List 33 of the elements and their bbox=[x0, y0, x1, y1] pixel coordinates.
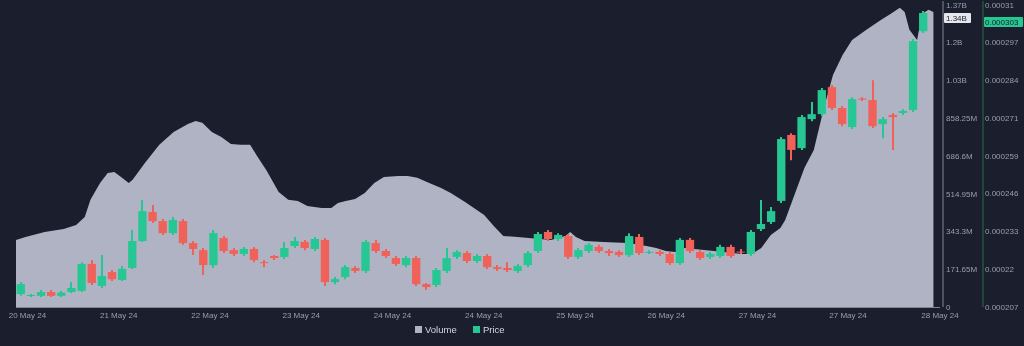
y2-tick-label: 686.6M bbox=[946, 151, 974, 161]
legend-label: Volume bbox=[425, 324, 457, 335]
y-tick-label: 0.000271 bbox=[985, 113, 1019, 123]
y-tick-label: 0.00022 bbox=[985, 264, 1015, 274]
x-tick-label: 21 May 24 bbox=[99, 311, 138, 320]
y2-tick-label: 858.25M bbox=[946, 114, 978, 123]
x-tick-label: 22 May 24 bbox=[191, 311, 230, 320]
y-tick-label: 0.000233 bbox=[985, 227, 1019, 237]
x-tick-label: 20 May 24 bbox=[8, 311, 47, 320]
x-tick-label: 26 May 24 bbox=[647, 311, 686, 320]
y-tick-label: 0.000297 bbox=[985, 38, 1019, 48]
x-tick-label: 24 May 24 bbox=[373, 311, 412, 320]
x-tick-label: 23 May 24 bbox=[282, 311, 321, 320]
x-tick-label: 27 May 24 bbox=[829, 311, 868, 320]
x-tick-label: 25 May 24 bbox=[556, 311, 595, 320]
text: 1.34B bbox=[946, 13, 967, 23]
y2-tick-label: 1.37B bbox=[946, 0, 967, 10]
y-tick-label: 0.000284 bbox=[985, 75, 1019, 85]
text: 0.000303 bbox=[985, 17, 1019, 27]
y2-tick-label: 514.95M bbox=[946, 189, 978, 199]
y-tick-label: 0.000259 bbox=[985, 151, 1019, 161]
y-tick-label: 0.000246 bbox=[985, 189, 1019, 199]
y2-tick-label: 343.3M bbox=[946, 227, 974, 237]
x-tick-label: 28 May 24 bbox=[921, 311, 960, 320]
y-tick-label: 0.000207 bbox=[985, 302, 1019, 312]
y-tick-label: 0.00031 bbox=[985, 0, 1015, 10]
y2-tick-label: 1.03B bbox=[946, 76, 967, 86]
legend-label: Price bbox=[483, 324, 505, 335]
y2-tick-label: 0 bbox=[946, 302, 951, 312]
y2-tick-label: 1.2B bbox=[946, 38, 963, 48]
x-tick-label: 24 May 24 bbox=[465, 311, 503, 320]
y2-tick-label: 171.65M bbox=[946, 265, 978, 275]
x-tick-label: 27 May 24 bbox=[738, 311, 777, 320]
